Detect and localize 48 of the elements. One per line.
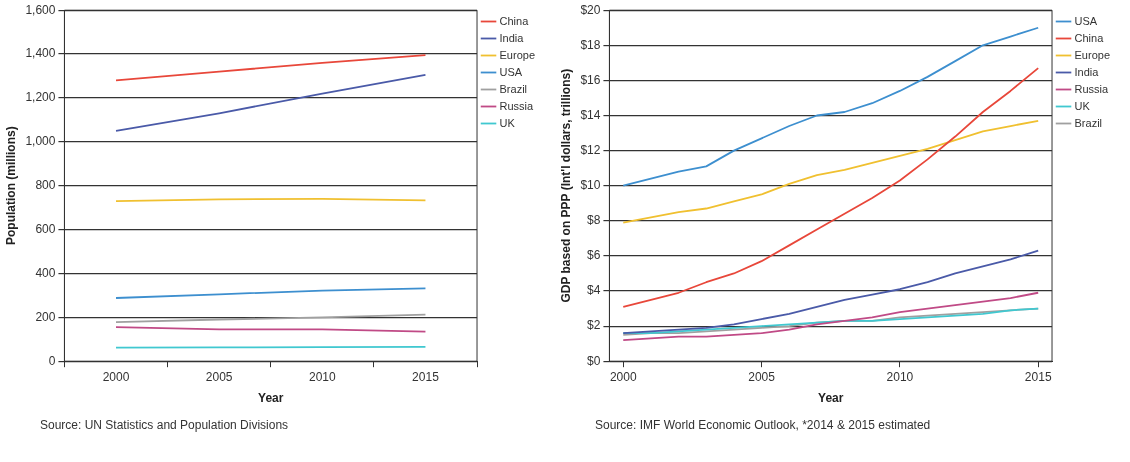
- x-tick-label: 2015: [412, 369, 440, 384]
- y-tick-label: $0: [587, 353, 601, 368]
- legend-label: Europe: [499, 48, 536, 61]
- legend-label: Europe: [1074, 48, 1111, 61]
- y-tick-label: 1,600: [25, 2, 56, 17]
- x-tick-label: 2000: [609, 369, 637, 384]
- x-tick-label: 2010: [886, 369, 914, 384]
- source-note: Source: UN Statistics and Population Divisions: [40, 418, 290, 432]
- y-axis-title: GDP based on PPP (Int'l dollars, trillions): [558, 68, 573, 303]
- y-tick-label: $8: [587, 213, 601, 228]
- x-tick-label: 2015: [1024, 369, 1052, 384]
- y-tick-label: $16: [580, 72, 601, 87]
- legend-label: UK: [1074, 99, 1091, 112]
- legend-label: USA: [499, 65, 523, 78]
- y-tick-label: 1,000: [25, 134, 56, 149]
- x-tick-label: 2005: [748, 369, 776, 384]
- y-tick-label: 1,200: [25, 90, 56, 105]
- x-axis-title: Year: [818, 391, 844, 406]
- legend-label: USA: [1074, 14, 1098, 27]
- legend-label: UK: [499, 116, 516, 129]
- legend-label: Russia: [499, 99, 535, 112]
- y-tick-label: 0: [48, 353, 56, 368]
- source-note: Source: IMF World Economic Outlook, *2014 & 2015 estimated: [595, 418, 932, 432]
- y-tick-label: 400: [35, 265, 56, 280]
- y-tick-label: $20: [580, 2, 601, 17]
- legend-label: Brazil: [499, 82, 528, 95]
- y-tick-label: $4: [587, 283, 601, 298]
- legend-label: Russia: [1074, 82, 1110, 95]
- y-axis-title: Population (millions): [3, 126, 18, 246]
- legend-label: India: [1074, 65, 1100, 78]
- x-axis-title: Year: [258, 391, 284, 406]
- y-tick-label: 200: [35, 309, 56, 324]
- legend-label: Brazil: [1074, 116, 1103, 129]
- x-tick-label: 2000: [102, 369, 130, 384]
- x-tick-label: 2005: [205, 369, 233, 384]
- y-tick-label: 800: [35, 178, 56, 193]
- y-tick-label: $14: [580, 107, 601, 122]
- x-tick-label: 2010: [308, 369, 336, 384]
- y-tick-label: 1,400: [25, 46, 56, 61]
- legend-label: China: [1074, 31, 1105, 44]
- legend-label: China: [499, 14, 530, 27]
- legend-label: India: [499, 31, 525, 44]
- y-tick-label: $12: [580, 142, 601, 157]
- y-tick-label: $6: [587, 248, 601, 263]
- y-tick-label: $18: [580, 37, 601, 52]
- y-tick-label: $10: [580, 178, 601, 193]
- y-tick-label: 600: [35, 221, 56, 236]
- y-tick-label: $2: [587, 318, 601, 333]
